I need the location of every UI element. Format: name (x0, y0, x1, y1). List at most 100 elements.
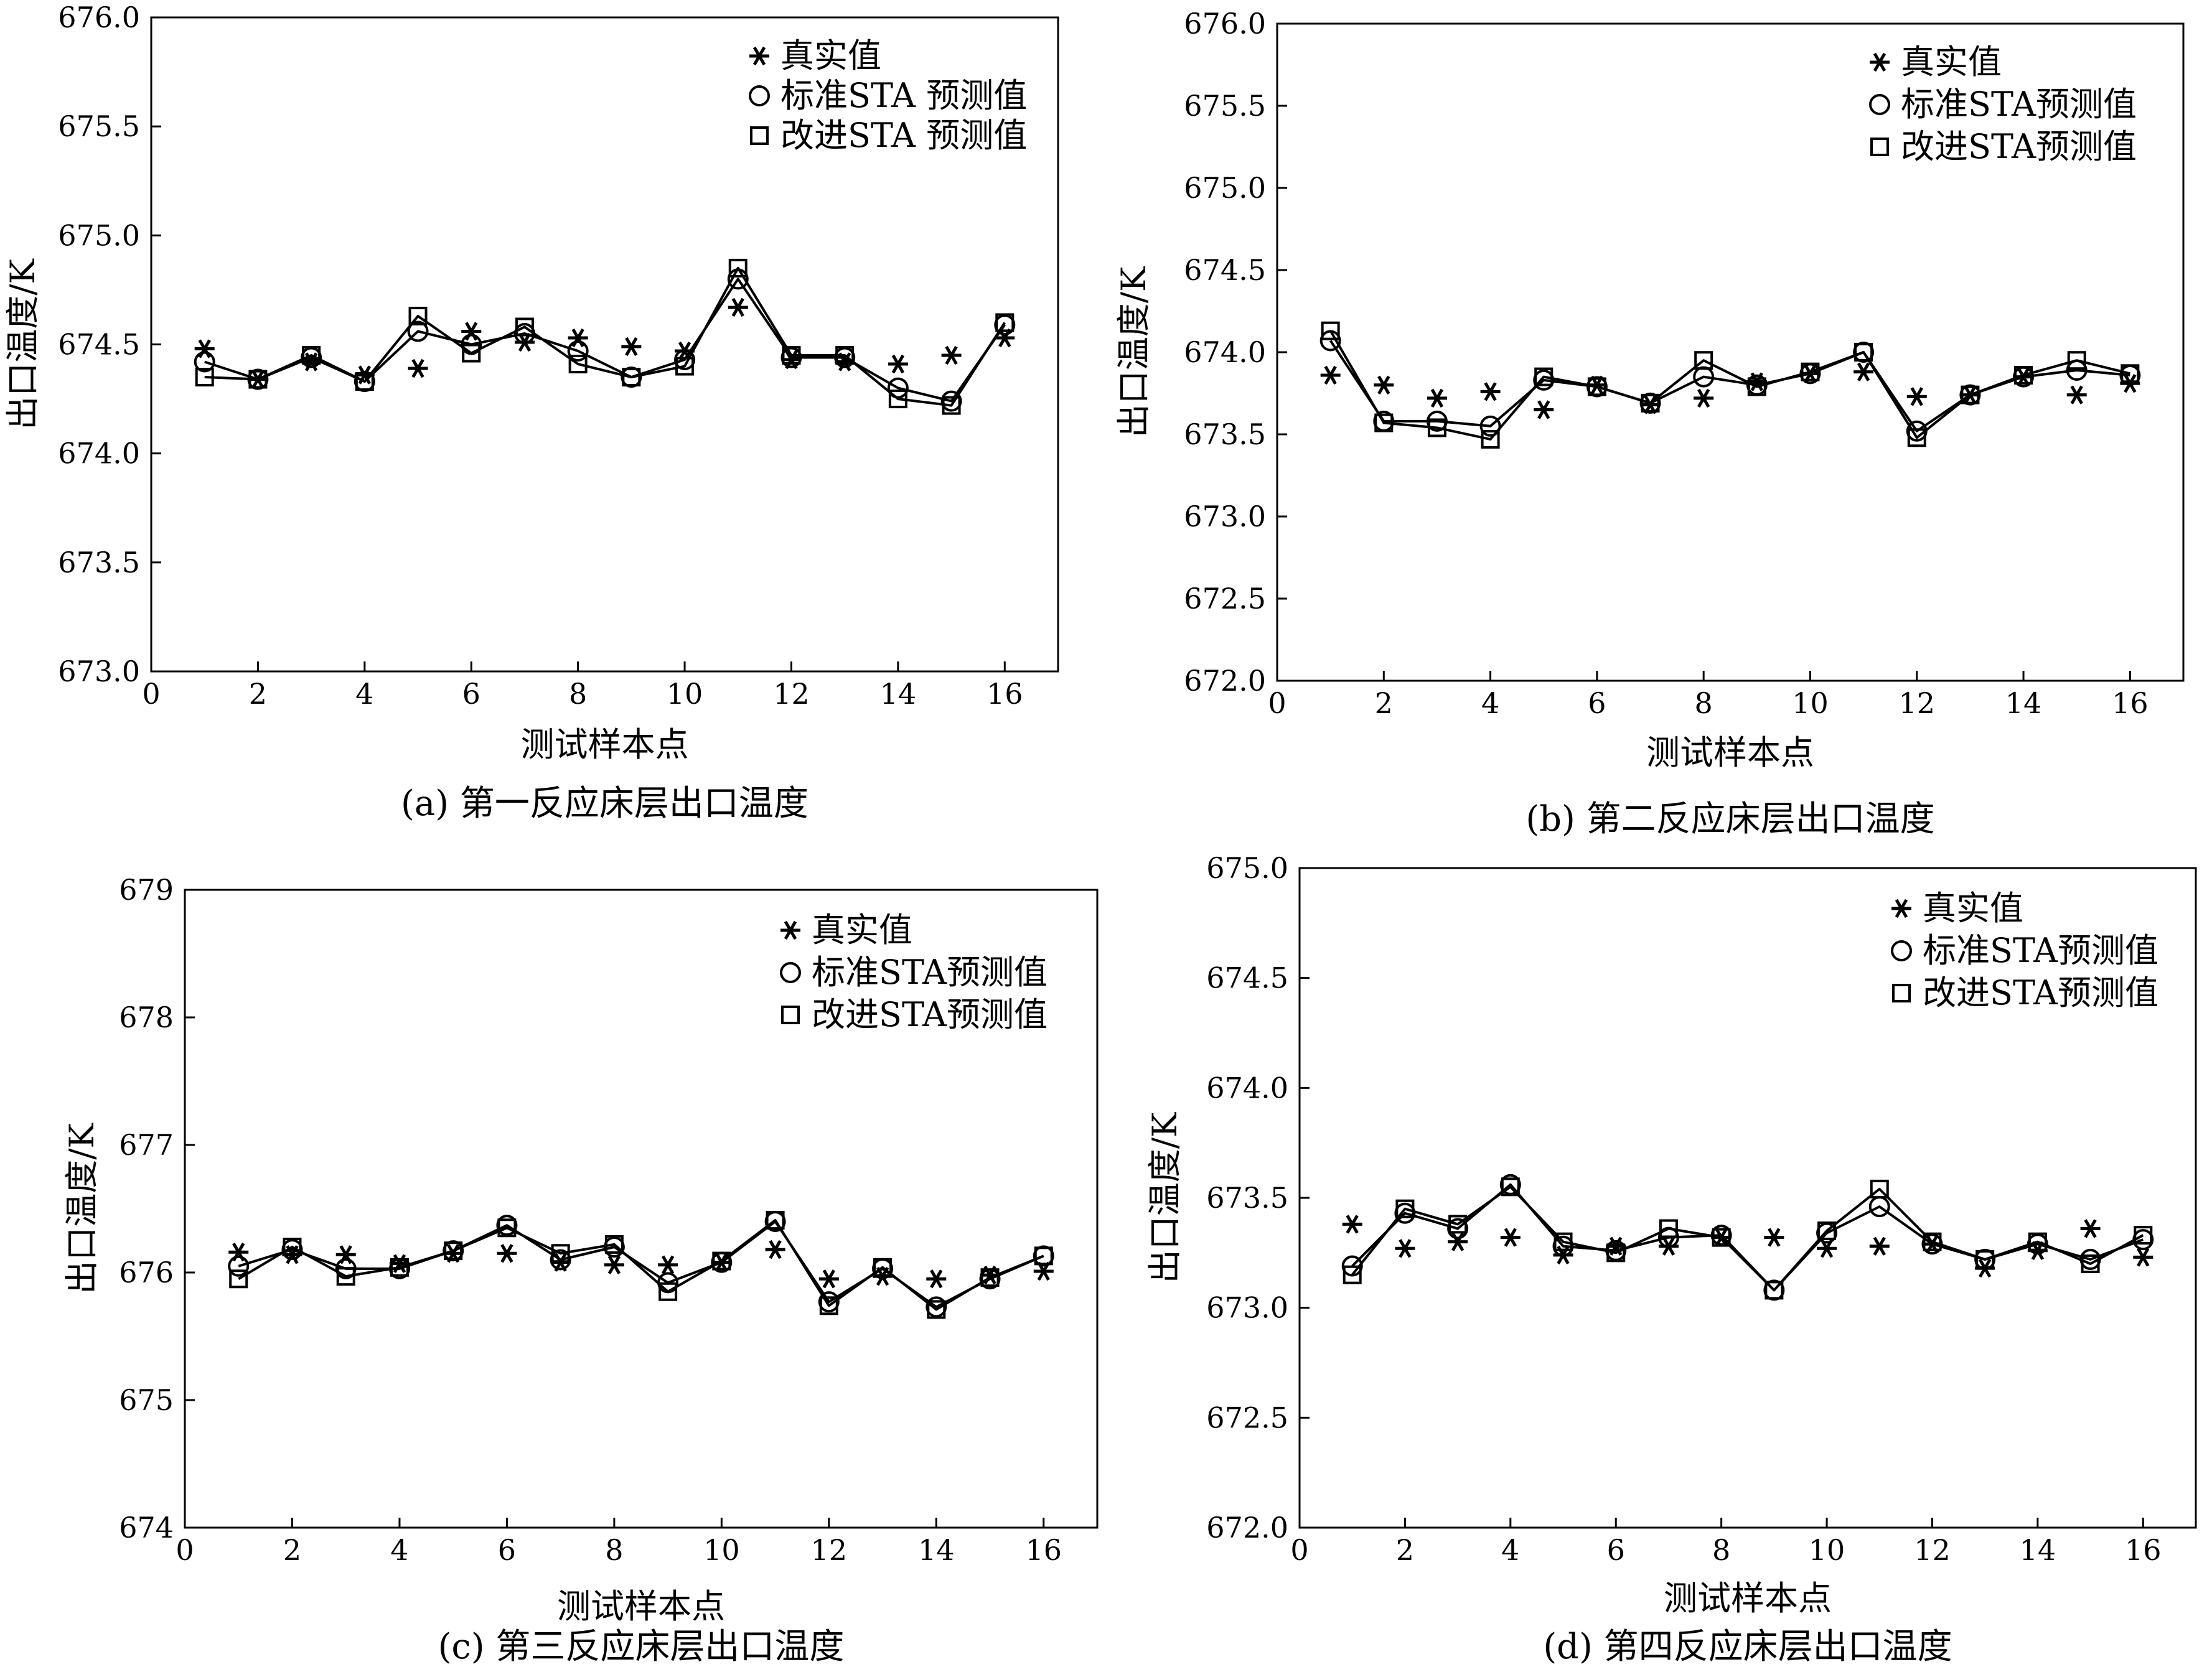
data-point-square (355, 372, 374, 391)
data-point-square (1481, 429, 1500, 449)
data-point-asterisk (1694, 388, 1714, 408)
panel-caption: (a) 第一反应床层出口温度 (401, 783, 808, 824)
data-point-circle (194, 351, 215, 373)
data-point-square (195, 368, 214, 387)
y-tick-label: 674.0 (58, 437, 140, 470)
data-point-square (2081, 1254, 2100, 1273)
data-point-square (675, 357, 695, 376)
data-point-asterisk (1427, 388, 1447, 408)
x-tick-label: 12 (1914, 1533, 1951, 1567)
data-point-square (1534, 367, 1554, 386)
data-point-circle (407, 320, 429, 342)
x-tick-label: 10 (667, 677, 703, 711)
data-point-square (819, 1296, 838, 1315)
data-point-square (927, 1300, 946, 1319)
x-tick-label: 16 (2112, 686, 2149, 720)
legend-marker-asterisk (1891, 899, 1911, 918)
chart-panel-b: 0 2 4 6 8 10 12 14 16 672.0 672.5 673.0 673.5 674.0 67… (1114, 7, 2185, 839)
data-point-square (283, 1238, 302, 1256)
data-point-asterisk (1906, 387, 1927, 406)
data-point-square (1801, 362, 1820, 381)
x-axis-title: 测试样本点 (1646, 733, 1814, 772)
data-point-square (888, 390, 907, 409)
x-tick-label: 8 (605, 1533, 623, 1567)
data-point-asterisk (1960, 385, 1980, 404)
y-tick-label: 675.5 (1184, 89, 1266, 123)
y-tick-label: 674.5 (1206, 961, 1288, 995)
data-point-circle (228, 1255, 250, 1277)
x-tick-label: 12 (773, 677, 810, 711)
x-axis-title: 测试样本点 (557, 1587, 725, 1626)
x-tick-label: 0 (176, 1533, 194, 1567)
data-point-asterisk (568, 328, 588, 348)
data-point-square (408, 306, 428, 325)
x-tick-label: 16 (1025, 1533, 1062, 1567)
y-tick-label: 673.5 (1206, 1181, 1288, 1215)
data-point-square (1501, 1177, 1520, 1197)
data-point-square (1817, 1221, 1837, 1240)
x-tick-label: 16 (986, 677, 1023, 711)
x-tick-label: 0 (1268, 686, 1286, 720)
data-point-square (1448, 1215, 1468, 1234)
panel-caption: (d) 第四反应床层出口温度 (1543, 1627, 1952, 1667)
legend-marker-square (750, 126, 769, 145)
y-tick-label: 673.5 (58, 546, 140, 579)
data-point-square (2134, 1226, 2153, 1245)
data-point-square (1321, 321, 1340, 340)
legend-marker-asterisk (749, 46, 769, 66)
data-point-asterisk (835, 352, 855, 371)
data-point-asterisk (2080, 1219, 2101, 1238)
y-tick-label: 676 (119, 1256, 174, 1289)
data-point-square (248, 370, 268, 389)
y-tick-label: 677 (119, 1128, 174, 1162)
data-point-square (551, 1244, 570, 1263)
x-tick-label: 6 (462, 677, 480, 711)
legend-marker-square (1892, 984, 1911, 1002)
legend-marker-circle (749, 85, 770, 106)
legend-label: 标准STA 预测值 (780, 76, 1027, 115)
data-point-square (302, 346, 321, 365)
x-tick-label: 2 (283, 1533, 301, 1567)
data-point-asterisk (1395, 1239, 1415, 1258)
data-point-asterisk (995, 328, 1015, 348)
data-point-circle (2066, 360, 2088, 381)
data-point-square (1747, 377, 1766, 396)
y-tick-label: 679 (119, 873, 174, 907)
x-tick-label: 6 (498, 1533, 516, 1567)
y-axis-title: 出口温度/K (3, 258, 42, 430)
y-tick-label: 674.5 (58, 328, 140, 362)
data-point-square (873, 1258, 893, 1277)
data-point-square (1923, 1232, 1942, 1251)
legend-label: 改进STA 预测值 (780, 116, 1027, 155)
x-tick-label: 10 (1792, 686, 1829, 720)
y-axis-title: 出口温度/K (1114, 266, 1153, 437)
legend-label: 真实值 (1901, 42, 2002, 82)
x-tick-label: 14 (2020, 1533, 2056, 1567)
data-point-square (1343, 1265, 1362, 1284)
data-point-asterisk (1480, 382, 1501, 401)
data-point-square (1034, 1246, 1053, 1266)
x-tick-label: 8 (569, 677, 587, 711)
data-point-asterisk (658, 1255, 678, 1274)
y-tick-label: 672.0 (1184, 664, 1266, 698)
y-tick-label: 673.0 (58, 655, 140, 688)
y-tick-label: 672.0 (1206, 1511, 1288, 1544)
data-point-square (2014, 365, 2033, 385)
data-point-asterisk (461, 322, 482, 341)
y-axis-title: 出口温度/K (1145, 1111, 1184, 1283)
y-tick-label: 678 (119, 1001, 174, 1034)
legend-label: 改进STA预测值 (1923, 973, 2158, 1012)
x-tick-label: 14 (918, 1533, 955, 1567)
legend-marker-asterisk (780, 920, 800, 940)
legend-label: 改进STA预测值 (1901, 127, 2137, 166)
x-tick-label: 8 (1712, 1533, 1730, 1567)
data-point-square (1854, 343, 1873, 362)
data-point-asterisk (1342, 1215, 1362, 1234)
x-tick-label: 12 (811, 1533, 848, 1567)
y-tick-label: 676.0 (58, 1, 140, 34)
x-tick-label: 14 (880, 677, 917, 711)
